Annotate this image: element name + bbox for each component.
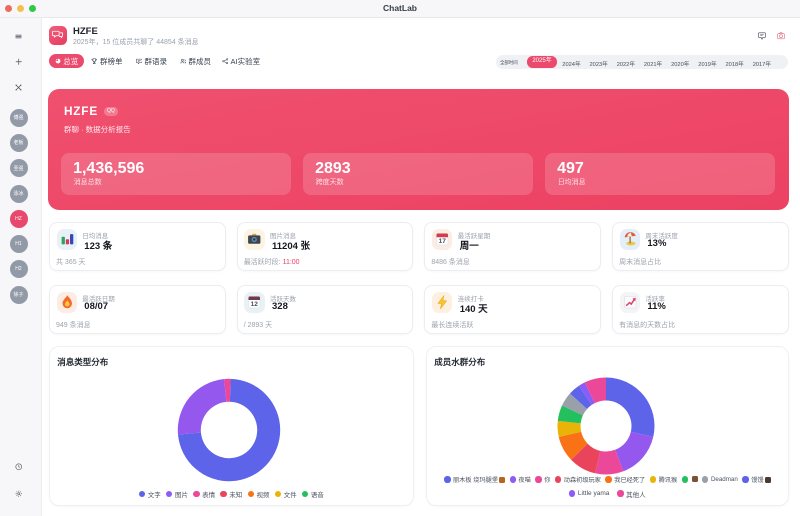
svg-text:12: 12 — [251, 302, 259, 309]
svg-text:17: 17 — [439, 238, 447, 245]
